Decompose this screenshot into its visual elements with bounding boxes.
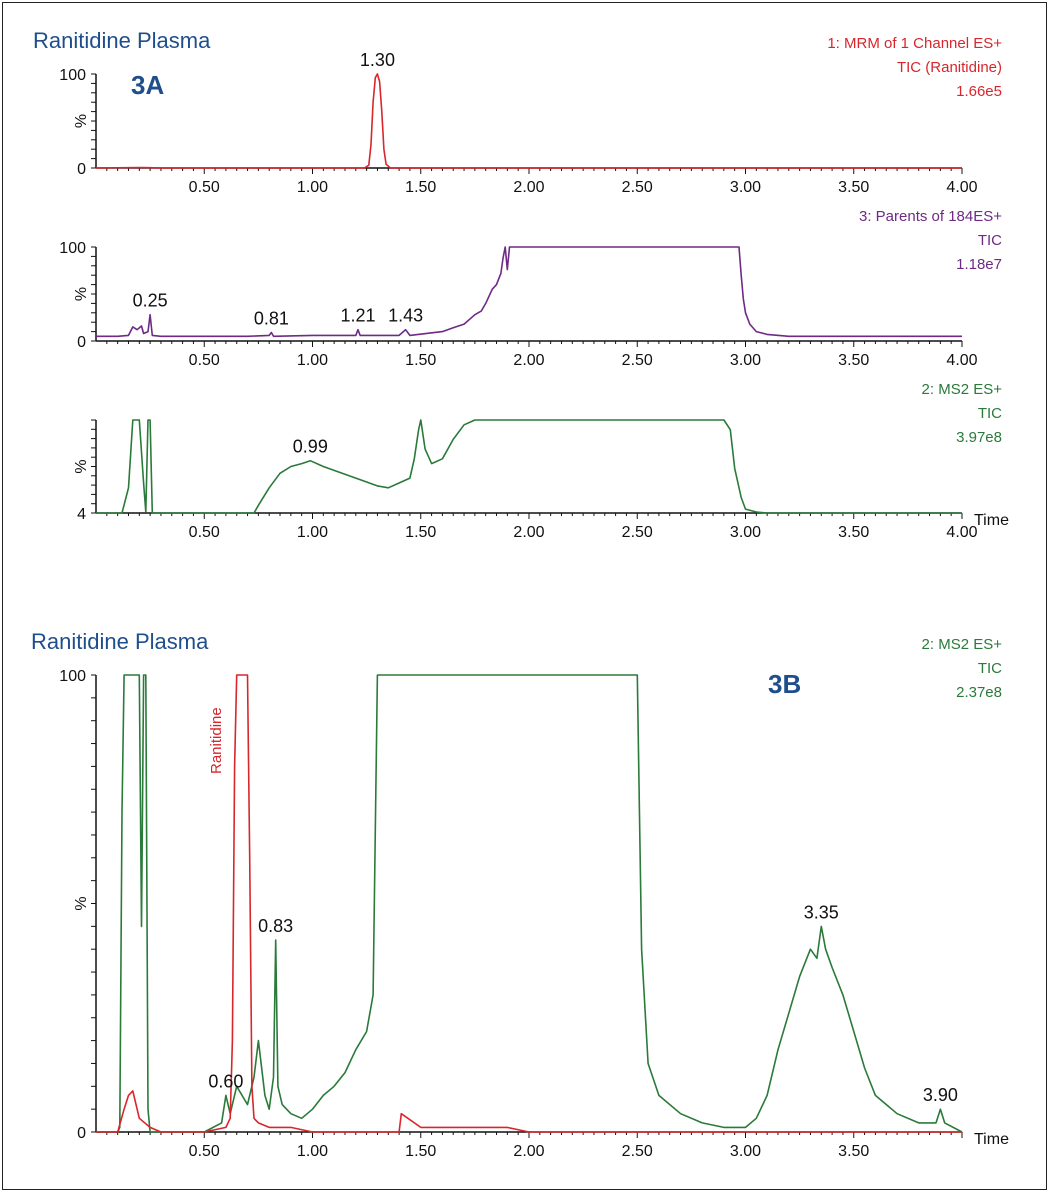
y-axis-label: % [73, 114, 90, 128]
y-axis-label: % [73, 459, 90, 473]
peak-label: 1.30 [360, 50, 395, 70]
panel-title: Ranitidine Plasma [33, 28, 211, 53]
panel-tag: 3A [131, 70, 164, 100]
x-tick-label: 0.50 [189, 524, 220, 541]
y-tick-label: 0 [77, 161, 86, 178]
peak-label: 1.43 [388, 306, 423, 326]
x-tick-label: 1.00 [297, 352, 328, 369]
x-tick-label: 3.00 [730, 352, 761, 369]
peak-label: 1.21 [340, 306, 375, 326]
x-tick-label: 0.50 [189, 352, 220, 369]
y-tick-label: 100 [59, 240, 86, 257]
x-tick-label: 0.50 [189, 179, 220, 196]
x-tick-label: 2.50 [622, 352, 653, 369]
ranitidine-annotation: Ranitidine [208, 707, 225, 774]
x-tick-label: 4.00 [946, 352, 977, 369]
trace-label-line: TIC [978, 232, 1002, 249]
trace-label-line: 1.66e5 [956, 83, 1002, 100]
peak-label: 0.83 [258, 916, 293, 936]
x-axis-label: Time [974, 512, 1009, 529]
x-tick-label: 1.00 [297, 524, 328, 541]
trace-label-line: 1.18e7 [956, 256, 1002, 273]
x-tick-label: 1.50 [405, 179, 436, 196]
trace-label-line: TIC (Ranitidine) [897, 59, 1002, 76]
trace-label-line: 2.37e8 [956, 684, 1002, 701]
y-axis-label: % [73, 287, 90, 301]
x-tick-label: 3.00 [730, 524, 761, 541]
x-tick-label: 3.00 [730, 179, 761, 196]
x-tick-label: 4.00 [946, 524, 977, 541]
x-tick-label: 2.00 [513, 179, 544, 196]
x-tick-label: 3.50 [838, 1143, 869, 1160]
x-axis-label: Time [974, 1131, 1009, 1148]
trace-label-line: 2: MS2 ES+ [922, 636, 1003, 653]
x-tick-label: 2.50 [622, 524, 653, 541]
x-tick-label: 1.50 [405, 352, 436, 369]
x-tick-label: 2.00 [513, 524, 544, 541]
x-tick-label: 2.50 [622, 179, 653, 196]
peak-label: 3.35 [804, 902, 839, 922]
trace-label-line: 3.97e8 [956, 429, 1002, 446]
peak-label: 0.25 [133, 291, 168, 311]
x-tick-label: 1.50 [405, 524, 436, 541]
chart-panel-b [91, 674, 963, 1138]
x-tick-label: 3.50 [838, 179, 869, 196]
x-tick-label: 1.50 [405, 1143, 436, 1160]
trace-label-line: 2: MS2 ES+ [922, 381, 1003, 398]
trace-label-line: 1: MRM of 1 Channel ES+ [827, 35, 1002, 52]
y-tick-label: 100 [59, 668, 86, 685]
peak-label: 3.90 [923, 1085, 958, 1105]
y-axis-label: % [73, 896, 90, 910]
chart-panel-a2 [91, 246, 963, 347]
trace-label-line: 3: Parents of 184ES+ [859, 208, 1002, 225]
y-tick-label: 0 [77, 334, 86, 351]
x-tick-label: 4.00 [946, 179, 977, 196]
chart-panel-a3 [91, 419, 963, 519]
x-tick-label: 3.50 [838, 352, 869, 369]
x-tick-label: 2.50 [622, 1143, 653, 1160]
y-tick-label: 4 [77, 506, 86, 523]
trace-label-line: TIC [978, 660, 1002, 677]
peak-label: 0.99 [293, 437, 328, 457]
x-tick-label: 1.00 [297, 179, 328, 196]
panel-title: Ranitidine Plasma [31, 629, 209, 654]
x-tick-label: 3.00 [730, 1143, 761, 1160]
chart-panel-a1 [91, 73, 963, 174]
panel-tag: 3B [768, 669, 801, 699]
series-line-red [95, 73, 962, 169]
x-tick-label: 2.00 [513, 1143, 544, 1160]
series-line-red [96, 674, 962, 1133]
peak-label: 0.81 [254, 309, 289, 329]
x-tick-label: 0.50 [189, 1143, 220, 1160]
series-line-purple [96, 246, 962, 338]
y-tick-label: 100 [59, 67, 86, 84]
series-line-green [96, 419, 962, 514]
x-tick-label: 2.00 [513, 352, 544, 369]
x-tick-label: 1.00 [297, 1143, 328, 1160]
y-tick-label: 0 [77, 1125, 86, 1142]
peak-label: 0.60 [208, 1071, 243, 1091]
trace-label-line: TIC [978, 405, 1002, 422]
x-tick-label: 3.50 [838, 524, 869, 541]
